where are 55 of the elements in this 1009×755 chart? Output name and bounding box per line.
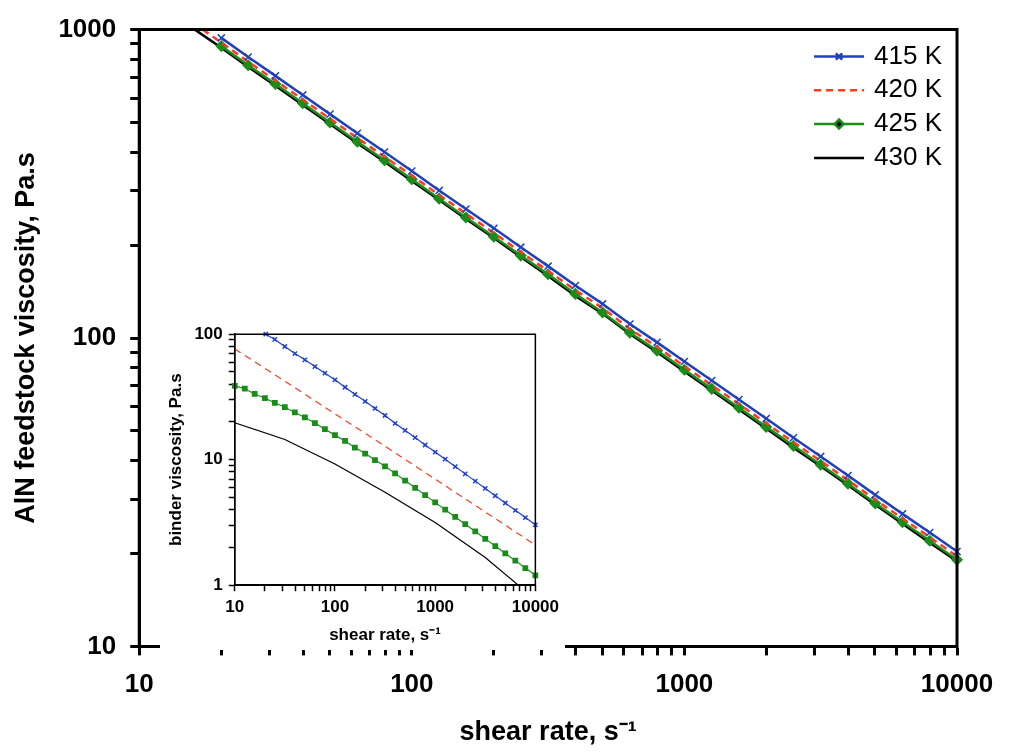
- point: [571, 281, 580, 290]
- point: [217, 33, 226, 43]
- x-tick-label: 1000: [655, 668, 714, 699]
- point: [271, 71, 280, 81]
- point: [925, 528, 935, 537]
- legend-label: 415 K: [874, 39, 943, 70]
- point: [707, 376, 716, 385]
- y-tick-label: 100: [194, 323, 223, 343]
- point: [543, 261, 553, 271]
- point: [761, 414, 771, 423]
- point: [680, 357, 689, 366]
- point: [460, 211, 472, 224]
- point: [596, 306, 609, 319]
- point: [489, 223, 499, 233]
- point: [705, 383, 718, 395]
- legend-label: 425 K: [874, 107, 943, 138]
- legend-label: 420 K: [874, 73, 943, 104]
- legend-label: 430 K: [874, 141, 943, 172]
- y-axis-title: binder viscosity, Pa.s: [165, 373, 185, 546]
- y-axis-title: AlN feedstock viscosity, Pa.s: [9, 152, 40, 524]
- point: [652, 338, 662, 347]
- x-tick-label: 100: [390, 668, 434, 699]
- y-tick-label: 100: [72, 321, 117, 352]
- point: [789, 433, 798, 442]
- x-tick-label: 10000: [920, 668, 994, 699]
- y-tick-label: 10: [203, 449, 223, 469]
- point: [598, 299, 607, 309]
- point: [242, 59, 254, 72]
- x-tick-label: 1000: [416, 597, 455, 617]
- point: [843, 471, 853, 480]
- point: [380, 147, 389, 157]
- point: [243, 52, 253, 62]
- point: [952, 547, 962, 556]
- y-tick-label: 1: [213, 574, 223, 594]
- x-tick-label: 10000: [511, 597, 559, 617]
- x-tick-label: 10: [124, 668, 154, 699]
- point: [461, 204, 471, 214]
- x-axis-title: shear rate, s⁻¹: [459, 716, 637, 747]
- x-tick-label: 100: [320, 597, 350, 617]
- y-tick-label: 10: [87, 629, 117, 660]
- point: [870, 490, 880, 500]
- point: [816, 452, 825, 461]
- point: [407, 166, 417, 176]
- x-axis-title: shear rate, s⁻¹: [329, 625, 442, 645]
- point: [516, 242, 526, 252]
- point: [734, 395, 744, 404]
- point: [325, 109, 335, 119]
- point: [898, 509, 907, 519]
- point: [298, 90, 308, 100]
- point: [434, 186, 444, 195]
- point: [624, 327, 636, 339]
- point: [353, 129, 362, 138]
- x-tick-label: 10: [225, 597, 245, 617]
- point: [625, 319, 635, 329]
- y-tick-label: 1000: [58, 12, 117, 43]
